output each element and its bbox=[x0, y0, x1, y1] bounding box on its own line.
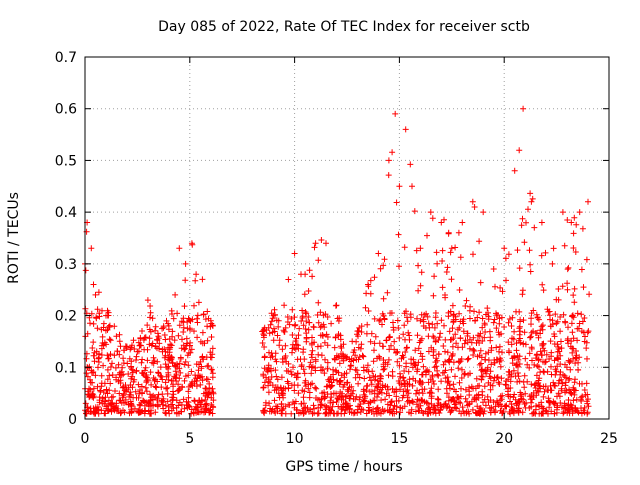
plot-frame bbox=[84, 56, 610, 420]
y-tick-label: 0.6 bbox=[55, 102, 77, 118]
y-tick-label: 0.5 bbox=[55, 153, 77, 169]
x-tick-label: 0 bbox=[81, 431, 90, 447]
x-tick-label: 10 bbox=[286, 431, 304, 447]
x-axis-label: GPS time / hours bbox=[285, 459, 402, 475]
chart-title: Day 085 of 2022, Rate Of TEC Index for r… bbox=[158, 19, 530, 35]
x-tick-label: 5 bbox=[185, 431, 194, 447]
axis-ticks: 0 5 10 15 20 25 0 0.1 0.2 0.3 0.4 0.5 0.6 0.7 bbox=[55, 50, 618, 447]
x-tick-label: 25 bbox=[600, 431, 618, 447]
x-tick-label: 20 bbox=[495, 431, 513, 447]
y-tick-label: 0.7 bbox=[55, 50, 77, 66]
x-tick-label: 15 bbox=[390, 431, 408, 447]
y-tick-label: 0 bbox=[68, 412, 77, 428]
y-tick-label: 0.1 bbox=[55, 360, 77, 376]
y-tick-label: 0.4 bbox=[55, 205, 77, 221]
y-axis-label: ROTI / TECUs bbox=[6, 192, 22, 284]
grid-lines bbox=[85, 57, 609, 419]
y-tick-label: 0.3 bbox=[55, 257, 77, 273]
data-points bbox=[82, 105, 593, 417]
y-tick-label: 0.2 bbox=[55, 309, 77, 325]
roti-point-markers bbox=[82, 105, 593, 417]
